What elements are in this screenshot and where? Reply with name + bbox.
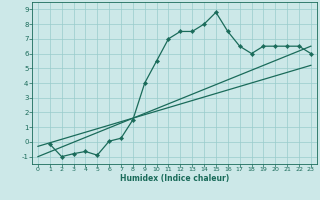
- X-axis label: Humidex (Indice chaleur): Humidex (Indice chaleur): [120, 174, 229, 183]
